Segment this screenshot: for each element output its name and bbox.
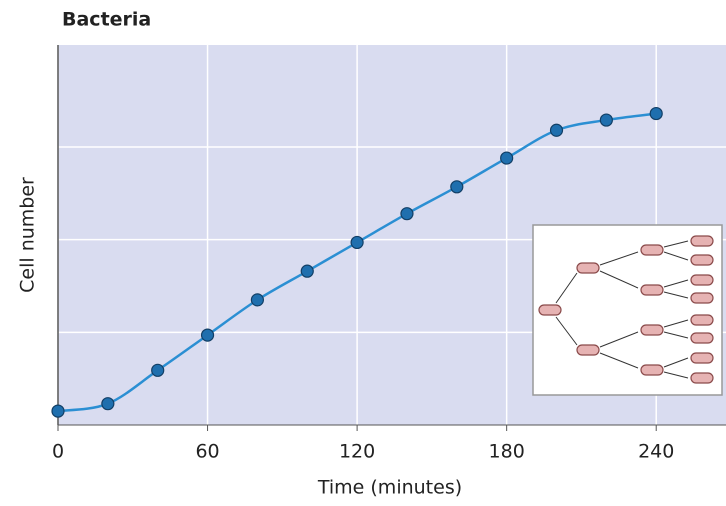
inset-box bbox=[532, 224, 723, 396]
data-point bbox=[549, 123, 564, 137]
plot bbox=[51, 106, 663, 418]
inset-diagram bbox=[532, 224, 723, 396]
x-tick-label: 60 bbox=[195, 441, 219, 463]
x-axis-label: Time (minutes) bbox=[317, 477, 462, 499]
arrows bbox=[555, 240, 689, 379]
cells bbox=[538, 235, 714, 384]
data-point bbox=[151, 363, 165, 377]
data-point bbox=[400, 207, 414, 221]
x-tick-label: 0 bbox=[52, 441, 64, 463]
data-point bbox=[500, 151, 514, 165]
chart-title: Bacteria bbox=[62, 9, 151, 31]
data-point bbox=[300, 264, 314, 278]
data-point bbox=[649, 106, 663, 121]
data-point bbox=[350, 235, 364, 250]
data-point bbox=[450, 180, 464, 194]
x-tick-label: 120 bbox=[339, 441, 375, 463]
data-point bbox=[200, 328, 215, 342]
data-point bbox=[250, 293, 265, 307]
data-point bbox=[599, 113, 613, 127]
x-tick-label: 240 bbox=[638, 441, 674, 463]
y-axis-label: Cell number bbox=[17, 177, 39, 293]
data-point bbox=[51, 404, 65, 418]
x-tick-label: 180 bbox=[489, 441, 525, 463]
data-point bbox=[101, 397, 115, 411]
